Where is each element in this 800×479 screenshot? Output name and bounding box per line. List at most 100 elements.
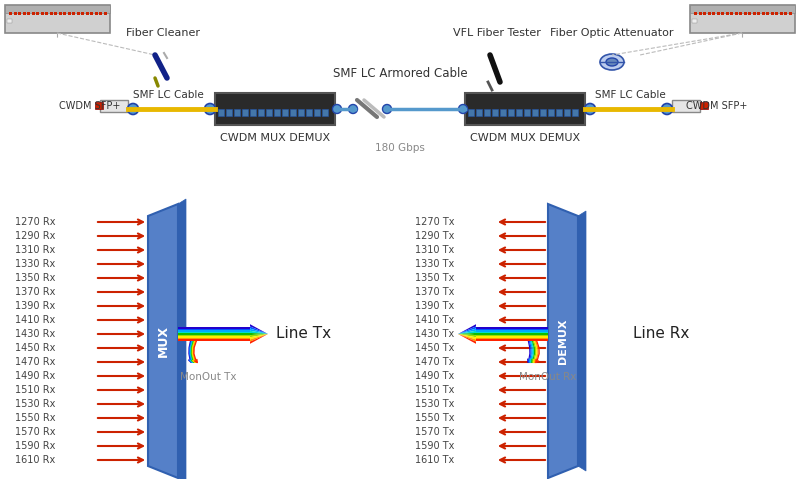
Bar xyxy=(9,11,12,15)
Bar xyxy=(250,109,256,116)
Polygon shape xyxy=(178,330,250,331)
Polygon shape xyxy=(458,334,476,337)
Bar xyxy=(218,109,224,116)
Polygon shape xyxy=(476,331,548,333)
Polygon shape xyxy=(476,340,548,341)
Bar xyxy=(721,11,724,15)
Text: 1330 Rx: 1330 Rx xyxy=(15,259,55,269)
Bar xyxy=(103,11,106,15)
Bar xyxy=(72,11,75,15)
Text: SMF LC Cable: SMF LC Cable xyxy=(133,90,203,100)
Polygon shape xyxy=(178,340,250,341)
Bar xyxy=(41,11,43,15)
Bar xyxy=(726,11,729,15)
Bar xyxy=(779,11,782,15)
Text: CWDM MUX DEMUX: CWDM MUX DEMUX xyxy=(220,133,330,143)
Text: VFL Fiber Tester: VFL Fiber Tester xyxy=(453,28,541,38)
Bar xyxy=(306,109,312,116)
FancyBboxPatch shape xyxy=(215,93,335,125)
Bar xyxy=(322,109,328,116)
Bar xyxy=(22,11,26,15)
Bar xyxy=(18,11,21,15)
Polygon shape xyxy=(458,329,476,334)
Bar xyxy=(258,109,264,116)
Bar xyxy=(7,19,12,23)
Bar xyxy=(468,109,474,116)
Bar xyxy=(54,11,57,15)
Polygon shape xyxy=(458,324,476,334)
Text: 1330 Tx: 1330 Tx xyxy=(415,259,454,269)
Circle shape xyxy=(382,104,391,114)
Text: 1510 Rx: 1510 Rx xyxy=(15,385,55,395)
Bar xyxy=(748,11,751,15)
Bar xyxy=(95,102,103,109)
Text: Line Rx: Line Rx xyxy=(633,327,690,342)
Bar xyxy=(712,11,715,15)
Polygon shape xyxy=(476,329,548,330)
Text: 1570 Rx: 1570 Rx xyxy=(15,427,55,437)
Text: CWDM MUX DEMUX: CWDM MUX DEMUX xyxy=(470,133,580,143)
Bar xyxy=(743,11,746,15)
Text: 1430 Rx: 1430 Rx xyxy=(15,329,55,339)
Bar xyxy=(67,11,70,15)
Bar xyxy=(717,11,719,15)
Bar xyxy=(784,11,787,15)
Polygon shape xyxy=(476,336,548,338)
Polygon shape xyxy=(178,199,186,479)
Text: MUX: MUX xyxy=(157,325,170,357)
Polygon shape xyxy=(148,204,178,478)
Bar xyxy=(532,109,538,116)
Polygon shape xyxy=(250,333,268,335)
Bar xyxy=(90,11,93,15)
Text: 1450 Tx: 1450 Tx xyxy=(415,343,454,353)
Bar xyxy=(274,109,280,116)
Text: MonOut Tx: MonOut Tx xyxy=(180,372,236,382)
Polygon shape xyxy=(476,327,548,329)
Text: 1410 Tx: 1410 Tx xyxy=(415,315,454,325)
Bar xyxy=(694,11,697,15)
Bar xyxy=(266,109,272,116)
FancyBboxPatch shape xyxy=(465,93,585,125)
Text: 1550 Rx: 1550 Rx xyxy=(15,413,55,423)
Polygon shape xyxy=(178,336,250,338)
Bar xyxy=(690,5,795,13)
Polygon shape xyxy=(178,331,250,333)
Bar xyxy=(757,11,760,15)
Polygon shape xyxy=(250,329,268,334)
Text: DEMUX: DEMUX xyxy=(558,318,568,364)
Text: 1370 Tx: 1370 Tx xyxy=(415,287,454,297)
Polygon shape xyxy=(458,334,476,342)
Polygon shape xyxy=(476,333,548,335)
Text: 1590 Rx: 1590 Rx xyxy=(15,441,55,451)
Polygon shape xyxy=(476,335,548,336)
Bar xyxy=(508,109,514,116)
Circle shape xyxy=(458,104,467,114)
Text: 1590 Tx: 1590 Tx xyxy=(415,441,454,451)
Bar xyxy=(94,11,98,15)
Text: Fiber Optic Attenuator: Fiber Optic Attenuator xyxy=(550,28,674,38)
Bar xyxy=(540,109,546,116)
Polygon shape xyxy=(250,334,268,344)
Circle shape xyxy=(662,103,673,114)
Circle shape xyxy=(349,104,358,114)
Text: 1410 Rx: 1410 Rx xyxy=(15,315,55,325)
Polygon shape xyxy=(458,331,476,334)
Bar xyxy=(516,109,522,116)
Text: Line Tx: Line Tx xyxy=(276,327,331,342)
Bar xyxy=(77,11,79,15)
Text: 1490 Rx: 1490 Rx xyxy=(15,371,55,381)
Text: Fiber Cleaner: Fiber Cleaner xyxy=(126,28,200,38)
Bar xyxy=(63,11,66,15)
Text: 1270 Rx: 1270 Rx xyxy=(15,217,55,227)
Text: 1610 Tx: 1610 Tx xyxy=(415,455,454,465)
Bar xyxy=(27,11,30,15)
Text: 1310 Rx: 1310 Rx xyxy=(15,245,55,255)
Bar xyxy=(5,5,110,13)
Polygon shape xyxy=(178,327,250,329)
FancyBboxPatch shape xyxy=(5,5,110,33)
Polygon shape xyxy=(178,333,250,335)
Bar xyxy=(81,11,84,15)
Text: CWDM SFP+: CWDM SFP+ xyxy=(686,101,748,111)
Text: 1610 Rx: 1610 Rx xyxy=(15,455,55,465)
Bar xyxy=(734,11,738,15)
